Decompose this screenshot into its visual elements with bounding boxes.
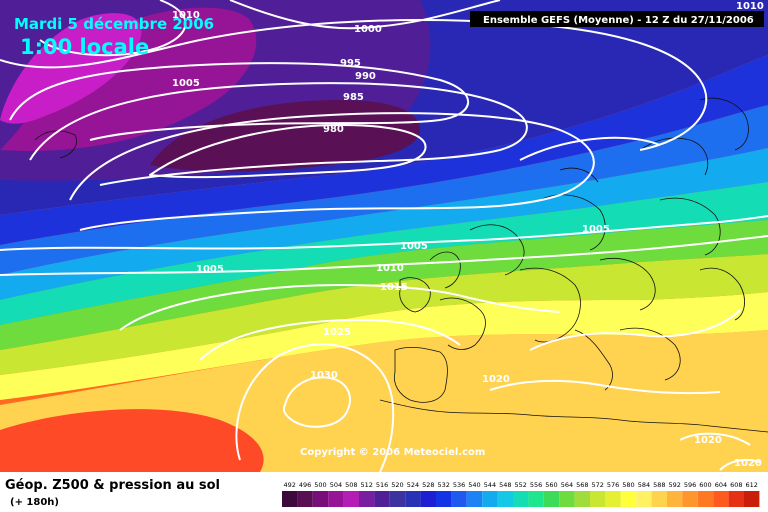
legend-colour-swatch (451, 491, 467, 507)
legend-colour-swatch (312, 491, 329, 507)
isobar-label: 1005 (172, 78, 200, 89)
header-text: Mardi 5 décembre 2006 1:00 locale (14, 15, 214, 59)
legend-value-label: 552 (514, 481, 526, 489)
legend-value-label: 524 (407, 481, 419, 489)
legend-value-label: 508 (345, 481, 357, 489)
date-line: Mardi 5 décembre 2006 (14, 15, 214, 33)
legend-colour-swatch (636, 491, 652, 507)
legend-value-label: 556 (530, 481, 542, 489)
isobar-label: 1020 (734, 458, 762, 469)
legend-value-label: 504 (330, 481, 342, 489)
isobar-label: 980 (323, 124, 344, 135)
isobar-label: 1005 (400, 241, 428, 252)
legend-colour-swatch (328, 491, 344, 507)
isobar-label: 1010 (376, 263, 404, 274)
legend-colour-swatch (282, 491, 298, 507)
legend-value-label: 584 (638, 481, 650, 489)
legend-colour-swatch (713, 491, 729, 507)
legend-colour-swatch (728, 491, 744, 507)
isobar-label: 1010 (736, 1, 764, 12)
legend-colour-swatch (543, 491, 560, 507)
legend-value-label: 544 (484, 481, 496, 489)
legend-colour-swatch (513, 491, 529, 507)
footer-title: Géop. Z500 & pression au sol (5, 478, 220, 493)
legend-colour-swatch (620, 491, 637, 507)
legend-colour-swatch (744, 491, 760, 507)
legend-colour-swatch (697, 491, 714, 507)
legend-value-label: 576 (607, 481, 619, 489)
legend-value-label: 608 (730, 481, 742, 489)
legend-value-label: 612 (745, 481, 757, 489)
model-info-box (470, 11, 764, 27)
legend-colour-swatch (482, 491, 498, 507)
isobar-label: 985 (343, 92, 364, 103)
legend-colour-swatch (343, 491, 359, 507)
legend-colour-swatch (374, 491, 390, 507)
legend-value-label: 536 (453, 481, 465, 489)
isobar-labels: 1010 1000 1005 995 990 985 980 1005 1005… (172, 1, 764, 469)
isobar-label: 1000 (354, 24, 382, 35)
colour-scale-legend: 492 496 500 504 508 512 516 520 524 528 532 536 540 5… (282, 481, 760, 507)
legend-colour-swatch (405, 491, 421, 507)
model-info: Ensemble GEFS (Moyenne) - 12 Z du 27/11/… (483, 15, 754, 26)
legend-value-label: 528 (422, 481, 434, 489)
isobar-label: 1005 (196, 264, 224, 275)
legend-value-label: 564 (561, 481, 573, 489)
legend-value-label: 592 (668, 481, 680, 489)
legend-colour-swatch (667, 491, 683, 507)
copyright: Copyright © 2006 Meteociel.com (300, 447, 485, 458)
legend-value-label: 496 (299, 481, 311, 489)
isobar-label: 1015 (380, 282, 408, 293)
legend-value-label: 596 (684, 481, 696, 489)
legend-value-label: 588 (653, 481, 665, 489)
legend-value-label: 580 (622, 481, 634, 489)
legend-value-label: 520 (391, 481, 403, 489)
legend-value-label: 568 (576, 481, 588, 489)
isobar-label: 990 (355, 71, 376, 82)
legend-colour-swatch (436, 491, 452, 507)
legend-colour-swatch (466, 491, 483, 507)
isobar-label: 1030 (310, 370, 338, 381)
legend-colour-swatch (651, 491, 667, 507)
legend-value-label: 512 (360, 481, 372, 489)
legend-value-label: 600 (699, 481, 711, 489)
time-line: 1:00 locale (20, 35, 149, 59)
isobars (0, 0, 768, 473)
legend-value-label: 540 (468, 481, 480, 489)
legend-colour-swatch (297, 491, 313, 507)
legend-colour-swatch (528, 491, 544, 507)
legend-value-label: 560 (545, 481, 557, 489)
footer-subtitle: (+ 180h) (10, 497, 59, 508)
legend-colour-swatch (420, 491, 436, 507)
isobar-label: 1020 (482, 374, 510, 385)
isobar-label: 1020 (694, 435, 722, 446)
geopotential-field (0, 0, 768, 472)
legend-colour-swatch (574, 491, 590, 507)
isobar-label: 995 (340, 58, 361, 69)
legend-value-label: 532 (437, 481, 449, 489)
legend-colour-swatch (559, 491, 575, 507)
legend-colour-swatch (590, 491, 606, 507)
isobar-label: 1010 (172, 10, 200, 21)
legend-colour-swatch (605, 491, 621, 507)
legend-value-label: 516 (376, 481, 388, 489)
isobar-label: 1005 (582, 224, 610, 235)
legend-value-label: 492 (283, 481, 295, 489)
legend-colour-swatch (682, 491, 698, 507)
isobar-label: 1025 (323, 327, 351, 338)
legend-value-label: 548 (499, 481, 511, 489)
legend-colour-swatch (389, 491, 406, 507)
legend-value-label: 500 (314, 481, 326, 489)
legend-value-label: 604 (715, 481, 727, 489)
legend-value-label: 572 (591, 481, 603, 489)
legend-colour-swatch (359, 491, 375, 507)
legend-colour-swatch (497, 491, 513, 507)
